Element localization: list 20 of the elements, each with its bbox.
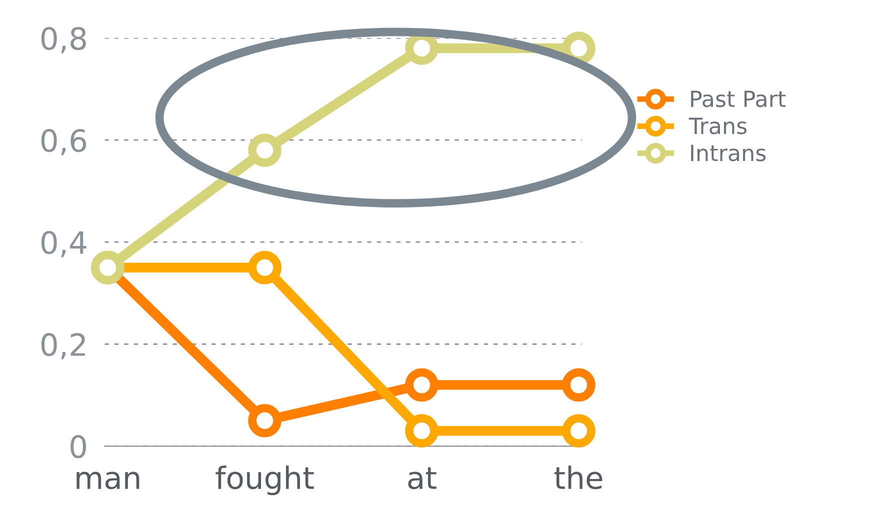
point	[248, 250, 282, 284]
y-tick-label: 0,8	[41, 26, 86, 54]
x-tick-label: man	[76, 472, 140, 490]
x-tick-label: fought	[216, 466, 314, 496]
x-tick-label: at	[408, 467, 436, 490]
point	[405, 368, 438, 402]
point	[562, 414, 596, 448]
legend-label: Intrans	[691, 144, 766, 162]
x-tick-label: the	[554, 466, 602, 490]
y-tick-label: 0,6	[41, 128, 86, 156]
point	[562, 32, 596, 65]
point	[248, 134, 282, 167]
y-tick-label: 0,2	[41, 333, 85, 360]
y-tick-label: 0,4	[41, 231, 86, 258]
point	[405, 414, 438, 448]
legend-label: Past Part	[691, 90, 786, 108]
point	[248, 404, 282, 438]
y-tick-label: 0	[70, 435, 86, 458]
point	[562, 368, 596, 402]
legend-label: Trans	[688, 118, 747, 134]
